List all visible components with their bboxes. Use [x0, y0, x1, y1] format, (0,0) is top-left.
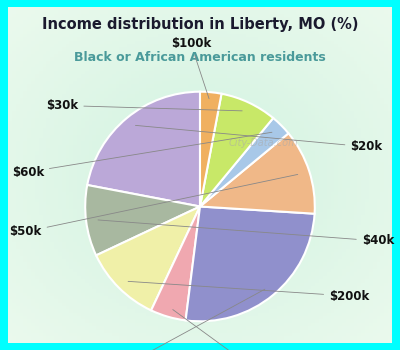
Wedge shape [200, 94, 273, 206]
Text: $60k: $60k [12, 132, 272, 178]
Wedge shape [186, 206, 314, 321]
Text: $20k: $20k [136, 125, 382, 153]
Wedge shape [200, 133, 315, 214]
Wedge shape [87, 92, 200, 206]
Text: $50k: $50k [9, 174, 298, 238]
Wedge shape [85, 185, 200, 256]
Text: $75k: $75k [173, 309, 271, 350]
Text: $30k: $30k [46, 99, 242, 112]
Text: $40k: $40k [98, 220, 394, 247]
Text: $100k: $100k [171, 37, 211, 99]
Text: $200k: $200k [128, 281, 369, 302]
Wedge shape [200, 92, 222, 206]
Text: City-Data.com: City-Data.com [228, 138, 298, 148]
Text: $125k: $125k [97, 289, 265, 350]
Wedge shape [151, 206, 200, 320]
Wedge shape [96, 206, 200, 310]
Wedge shape [200, 118, 288, 206]
Text: Black or African American residents: Black or African American residents [74, 51, 326, 64]
Text: Income distribution in Liberty, MO (%): Income distribution in Liberty, MO (%) [42, 17, 358, 32]
